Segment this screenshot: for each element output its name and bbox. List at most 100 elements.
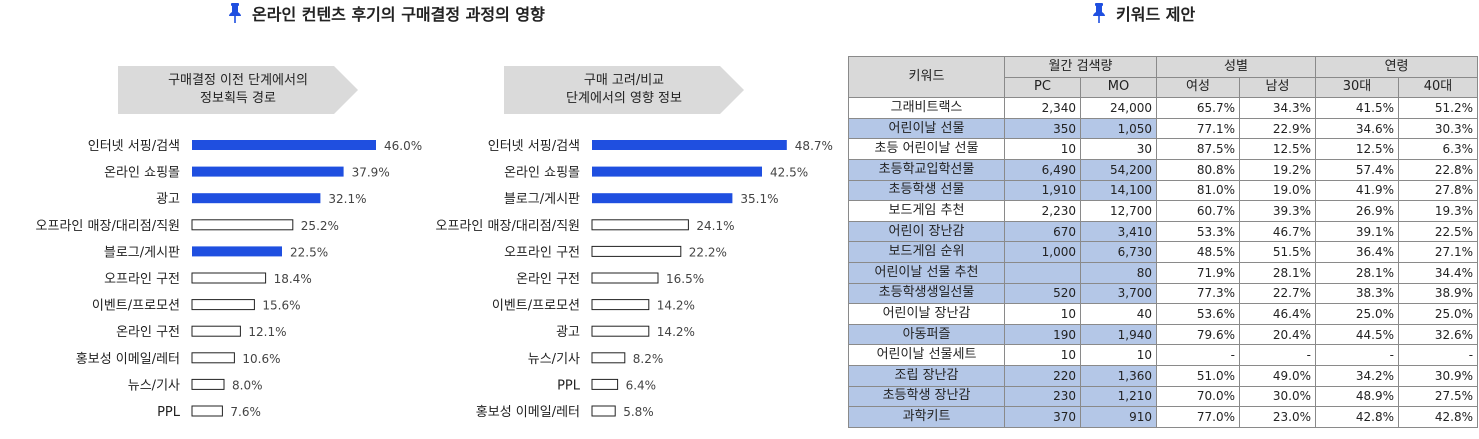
chart1-bar	[191, 299, 255, 311]
chart2-category-label: 뉴스/기사	[528, 352, 580, 367]
keyword-cell: 어린이 장난감	[848, 220, 1005, 243]
table-row: 초등학생 선물 1,910 14,100 81.0% 19.0% 41.9% 27.8%	[848, 179, 1479, 202]
female-ratio-cell: 77.3%	[1156, 282, 1240, 305]
age40-ratio-cell: 38.9%	[1398, 282, 1479, 305]
chart1-value-label: 32.1%	[328, 192, 366, 206]
mo-volume-cell: 1,050	[1080, 117, 1157, 140]
chart2-value-label: 48.7%	[795, 139, 833, 153]
female-ratio-cell: -	[1156, 344, 1240, 366]
chart2-bar	[591, 325, 650, 337]
mo-volume-cell: 1,210	[1080, 385, 1157, 408]
chart2-value-label: 14.2%	[657, 299, 695, 313]
mo-volume-cell: 910	[1080, 406, 1157, 428]
age40-ratio-cell: 42.8%	[1398, 406, 1479, 428]
keyword-cell: 그래비트랙스	[848, 97, 1005, 119]
pc-volume-cell: 350	[1004, 117, 1081, 140]
age30-ratio-cell: 38.3%	[1315, 282, 1400, 305]
table-row: 어린이날 선물 350 1,050 77.1% 22.9% 34.6% 30.3%	[848, 117, 1479, 140]
female-ratio-cell: 48.5%	[1156, 241, 1240, 263]
pin-icon	[1093, 3, 1105, 23]
age30-ratio-cell: 26.9%	[1315, 200, 1400, 222]
female-ratio-cell: 77.0%	[1156, 406, 1240, 428]
age40-ratio-cell: -	[1398, 344, 1479, 366]
header-keyword: 키워드	[848, 55, 1005, 99]
chart2-value-label: 14.2%	[657, 325, 695, 339]
pc-volume-cell: 10	[1004, 138, 1081, 160]
mo-volume-cell: 24,000	[1080, 97, 1157, 119]
pc-volume-cell: 2,230	[1004, 200, 1081, 222]
male-ratio-cell: 39.3%	[1238, 200, 1317, 222]
chart1-banner: 구매결정 이전 단계에서의 정보획득 경로	[118, 66, 358, 114]
chart2-bar	[591, 378, 619, 390]
chart1-value-label: 15.6%	[262, 299, 300, 313]
keyword-cell: 초등학생 장난감	[848, 385, 1005, 408]
female-ratio-cell: 80.8%	[1156, 158, 1240, 181]
chart2-category-label: 인터넷 서핑/검색	[488, 139, 580, 154]
male-ratio-cell: 23.0%	[1238, 406, 1317, 428]
age40-ratio-cell: 51.2%	[1398, 97, 1479, 119]
keyword-cell: 초등 어린이날 선물	[848, 138, 1005, 160]
mo-volume-cell: 40	[1080, 303, 1157, 325]
age30-ratio-cell: 34.6%	[1315, 117, 1400, 140]
female-ratio-cell: 81.0%	[1156, 179, 1240, 202]
chart2-bars: 인터넷 서핑/검색 48.7% 온라인 쇼핑몰 42.5% 블로그/게시판 35.1% 오프…	[436, 139, 833, 420]
chart1-bar	[192, 193, 321, 204]
header-age: 연령	[1315, 56, 1479, 78]
chart1-category-label: PPL	[157, 405, 181, 420]
chart2-category-label: 광고	[556, 325, 580, 340]
chart1-category-label: 뉴스/기사	[128, 378, 180, 393]
female-ratio-cell: 65.7%	[1156, 97, 1240, 119]
pc-volume-cell: 220	[1004, 364, 1081, 387]
mo-volume-cell: 1,360	[1080, 364, 1157, 387]
table-row: 어린이날 장난감 10 40 53.6% 46.4% 25.0% 25.0%	[848, 303, 1479, 325]
age40-ratio-cell: 32.6%	[1398, 323, 1479, 346]
chart2-value-label: 6.4%	[626, 378, 657, 392]
pc-volume-cell: 10	[1004, 344, 1081, 366]
male-ratio-cell: 46.7%	[1238, 220, 1317, 243]
age30-ratio-cell: 41.5%	[1315, 97, 1400, 119]
age30-ratio-cell: 44.5%	[1315, 323, 1400, 346]
mo-volume-cell: 3,700	[1080, 282, 1157, 305]
age40-ratio-cell: 27.1%	[1398, 241, 1479, 263]
female-ratio-cell: 71.9%	[1156, 261, 1240, 284]
age30-ratio-cell: 48.9%	[1315, 385, 1400, 408]
mo-volume-cell: 3,410	[1080, 220, 1157, 243]
table-row: 보드게임 순위 1,000 6,730 48.5% 51.5% 36.4% 27.1%	[848, 241, 1479, 263]
female-ratio-cell: 79.6%	[1156, 323, 1240, 346]
keyword-cell: 보드게임 추천	[848, 200, 1005, 222]
age40-ratio-cell: 6.3%	[1398, 138, 1479, 160]
pin-icon	[229, 3, 241, 23]
male-ratio-cell: 22.9%	[1238, 117, 1317, 140]
keyword-table-body: 그래비트랙스 2,340 24,000 65.7% 34.3% 41.5% 51.2% 어린이…	[848, 97, 1479, 428]
female-ratio-cell: 87.5%	[1156, 138, 1240, 160]
mo-volume-cell: 54,200	[1080, 158, 1157, 181]
chart1-bars: 인터넷 서핑/검색 46.0% 온라인 쇼핑몰 37.9% 광고 32.1% 오프라인 매장…	[36, 139, 423, 420]
female-ratio-cell: 53.3%	[1156, 220, 1240, 243]
chart2-value-label: 35.1%	[740, 192, 778, 206]
chart1-bar	[191, 272, 267, 284]
age30-ratio-cell: 57.4%	[1315, 158, 1400, 181]
chart1-value-label: 8.0%	[232, 378, 263, 392]
chart1-category-label: 홍보성 이메일/레터	[76, 352, 180, 367]
chart1-title: 구매결정 이전 단계에서의 정보획득 경로	[168, 73, 308, 106]
mo-volume-cell: 6,730	[1080, 241, 1157, 263]
chart1-category-label: 온라인 쇼핑몰	[104, 166, 180, 181]
male-ratio-cell: 19.2%	[1238, 158, 1317, 181]
pc-volume-cell: 670	[1004, 220, 1081, 243]
header-mo: MO	[1080, 76, 1157, 99]
header-male: 남성	[1238, 76, 1317, 99]
keyword-cell: 초등학생생일선물	[848, 282, 1005, 305]
chart2-category-label: 온라인 구전	[516, 272, 580, 287]
male-ratio-cell: 34.3%	[1238, 97, 1317, 119]
chart2-value-label: 42.5%	[770, 166, 808, 180]
male-ratio-cell: 28.1%	[1238, 261, 1317, 284]
female-ratio-cell: 70.0%	[1156, 385, 1240, 408]
chart2-value-label: 22.2%	[689, 245, 727, 259]
pc-volume-cell: 1,000	[1004, 241, 1081, 263]
age30-ratio-cell: -	[1315, 344, 1400, 366]
table-row: 초등학교입학선물 6,490 54,200 80.8% 19.2% 57.4% 22.8%	[848, 158, 1479, 181]
keyword-cell: 보드게임 순위	[848, 241, 1005, 263]
age30-ratio-cell: 42.8%	[1315, 406, 1400, 428]
right-section-title: 키워드 제안	[1092, 2, 1195, 24]
age40-ratio-cell: 27.8%	[1398, 179, 1479, 202]
